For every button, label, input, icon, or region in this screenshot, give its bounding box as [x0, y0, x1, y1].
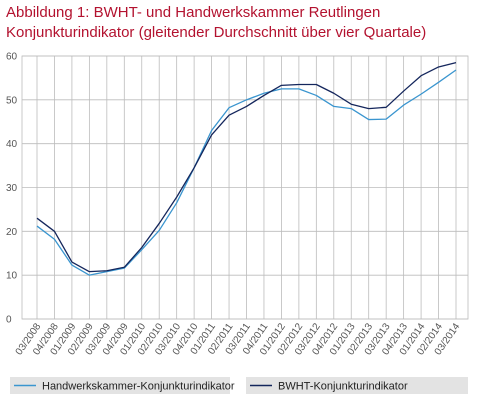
series-line-1 [36, 69, 457, 276]
legend-label: Handwerkskammer-Konjunkturindikator [42, 381, 235, 393]
x-axis-ticks: 03/200804/200801/200902/200903/200904/20… [14, 321, 463, 357]
chart-title-line-2: Konjunkturindikator (gleitender Durchsch… [6, 24, 427, 41]
y-tick-label: 60 [6, 52, 18, 63]
legend: Handwerkskammer-Konjunkturindikator BWHT-… [10, 377, 468, 394]
y-tick-label: 10 [6, 271, 18, 282]
legend-item-1: Handwerkskammer-Konjunkturindikator [10, 377, 235, 394]
legend-item-bg [246, 377, 468, 394]
y-tick-label: 0 [6, 315, 12, 326]
y-tick-label: 40 [6, 139, 18, 150]
series-line-2 [36, 61, 457, 273]
y-tick-label: 20 [6, 227, 18, 238]
legend-label: BWHT-Konjunkturindikator [278, 381, 408, 393]
series [36, 61, 457, 276]
y-axis-ticks: 0 10 20 30 40 50 60 [6, 52, 18, 326]
legend-item-bg [10, 377, 230, 394]
y-tick-label: 30 [6, 183, 18, 194]
legend-item-2: BWHT-Konjunkturindikator [246, 377, 468, 394]
grid [21, 55, 469, 320]
chart-title: Abbildung 1: BWHT- und Handwerkskammer R… [6, 3, 476, 43]
chart-title-line-1: Abbildung 1: BWHT- und Handwerkskammer R… [6, 4, 381, 21]
y-tick-label: 50 [6, 95, 18, 106]
